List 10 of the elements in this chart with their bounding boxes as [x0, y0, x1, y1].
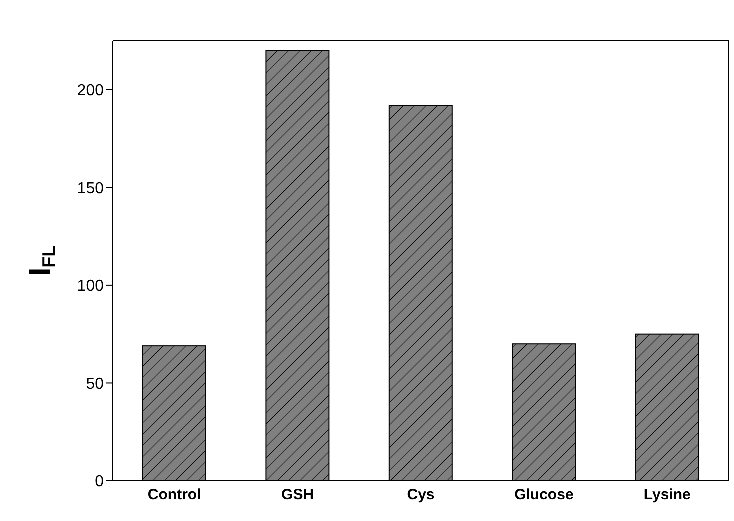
y-tick-label: 100	[77, 278, 104, 296]
y-tick-label: 0	[95, 474, 104, 491]
y-tick-label: 50	[86, 376, 104, 393]
x-tick-label: Lysine	[644, 486, 691, 504]
x-tick-label: Control	[148, 486, 202, 504]
y-tick-label: 200	[77, 82, 104, 100]
x-tick-label: Glucose	[514, 486, 574, 504]
y-tick-label: 150	[77, 180, 104, 198]
x-tick-label: Cys	[407, 486, 435, 504]
x-tick-label: GSH	[282, 486, 314, 504]
